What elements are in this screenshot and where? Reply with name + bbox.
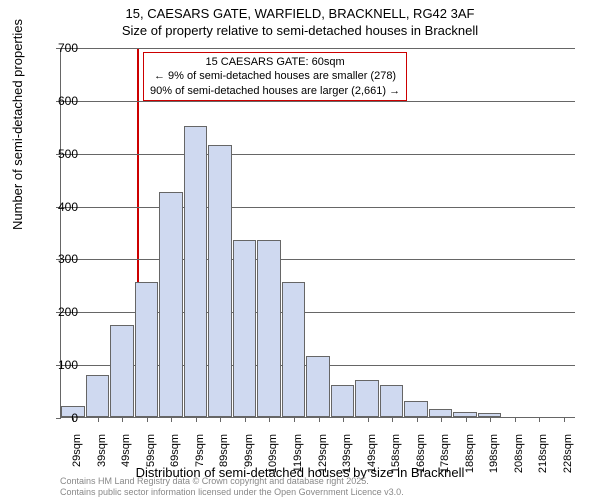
x-tick-label: 149sqm [366, 434, 378, 484]
x-tick-mark [220, 417, 221, 422]
x-tick-label: 198sqm [488, 434, 500, 484]
gridline [61, 48, 575, 49]
x-tick-label: 79sqm [194, 434, 206, 484]
plot-area: 15 CAESARS GATE: 60sqm ← 9% of semi-deta… [60, 48, 575, 418]
x-tick-mark [441, 417, 442, 422]
histogram-bar [306, 356, 330, 417]
x-tick-label: 188sqm [464, 434, 476, 484]
histogram-bar [331, 385, 355, 417]
x-tick-label: 69sqm [169, 434, 181, 484]
histogram-bar [159, 192, 183, 417]
x-tick-label: 49sqm [120, 434, 132, 484]
x-tick-label: 39sqm [96, 434, 108, 484]
chart-title-line1: 15, CAESARS GATE, WARFIELD, BRACKNELL, R… [0, 6, 600, 21]
y-tick-label: 100 [48, 358, 78, 372]
x-tick-label: 109sqm [267, 434, 279, 484]
x-tick-label: 119sqm [292, 434, 304, 484]
y-tick-label: 400 [48, 200, 78, 214]
x-tick-mark [269, 417, 270, 422]
x-tick-mark [343, 417, 344, 422]
histogram-bar [110, 325, 134, 418]
gridline [61, 154, 575, 155]
x-tick-label: 139sqm [341, 434, 353, 484]
y-axis-label: Number of semi-detached properties [10, 19, 25, 230]
credits-line2: Contains public sector information licen… [60, 487, 404, 498]
gridline [61, 259, 575, 260]
x-tick-mark [196, 417, 197, 422]
x-tick-label: 29sqm [71, 434, 83, 484]
x-tick-mark [122, 417, 123, 422]
histogram-bar [404, 401, 428, 417]
x-tick-mark [417, 417, 418, 422]
x-tick-mark [490, 417, 491, 422]
x-tick-label: 228sqm [562, 434, 574, 484]
histogram-bar [429, 409, 453, 417]
x-tick-mark [98, 417, 99, 422]
gridline [61, 101, 575, 102]
x-tick-mark [466, 417, 467, 422]
histogram-bar [208, 145, 232, 417]
histogram-bar [282, 282, 306, 417]
y-tick-label: 0 [48, 411, 78, 425]
histogram-bar [380, 385, 404, 417]
chart-container: 15, CAESARS GATE, WARFIELD, BRACKNELL, R… [0, 0, 600, 500]
x-tick-mark [245, 417, 246, 422]
annotation-line1: 15 CAESARS GATE: 60sqm [150, 55, 400, 69]
x-tick-label: 129sqm [317, 434, 329, 484]
annotation-line2: ← 9% of semi-detached houses are smaller… [150, 69, 400, 83]
histogram-bar [86, 375, 110, 417]
gridline [61, 207, 575, 208]
annotation-box: 15 CAESARS GATE: 60sqm ← 9% of semi-deta… [143, 52, 407, 101]
x-tick-mark [515, 417, 516, 422]
x-tick-label: 178sqm [439, 434, 451, 484]
x-tick-mark [171, 417, 172, 422]
x-tick-label: 208sqm [513, 434, 525, 484]
x-tick-label: 218sqm [537, 434, 549, 484]
x-tick-label: 99sqm [243, 434, 255, 484]
annotation-line3: 90% of semi-detached houses are larger (… [150, 84, 400, 98]
chart-title-line2: Size of property relative to semi-detach… [0, 23, 600, 38]
x-tick-label: 158sqm [390, 434, 402, 484]
histogram-bar [184, 126, 208, 417]
x-tick-label: 59sqm [145, 434, 157, 484]
x-tick-mark [368, 417, 369, 422]
x-tick-mark [319, 417, 320, 422]
y-tick-label: 700 [48, 41, 78, 55]
x-tick-mark [392, 417, 393, 422]
histogram-bar [233, 240, 257, 417]
x-tick-mark [564, 417, 565, 422]
y-tick-label: 200 [48, 305, 78, 319]
x-tick-mark [539, 417, 540, 422]
histogram-bar [135, 282, 159, 417]
chart-title-block: 15, CAESARS GATE, WARFIELD, BRACKNELL, R… [0, 6, 600, 38]
y-tick-label: 500 [48, 147, 78, 161]
y-tick-label: 300 [48, 252, 78, 266]
x-tick-label: 89sqm [218, 434, 230, 484]
x-tick-mark [147, 417, 148, 422]
y-tick-label: 600 [48, 94, 78, 108]
x-tick-mark [294, 417, 295, 422]
histogram-bar [257, 240, 281, 417]
histogram-bar [355, 380, 379, 417]
x-tick-label: 168sqm [415, 434, 427, 484]
